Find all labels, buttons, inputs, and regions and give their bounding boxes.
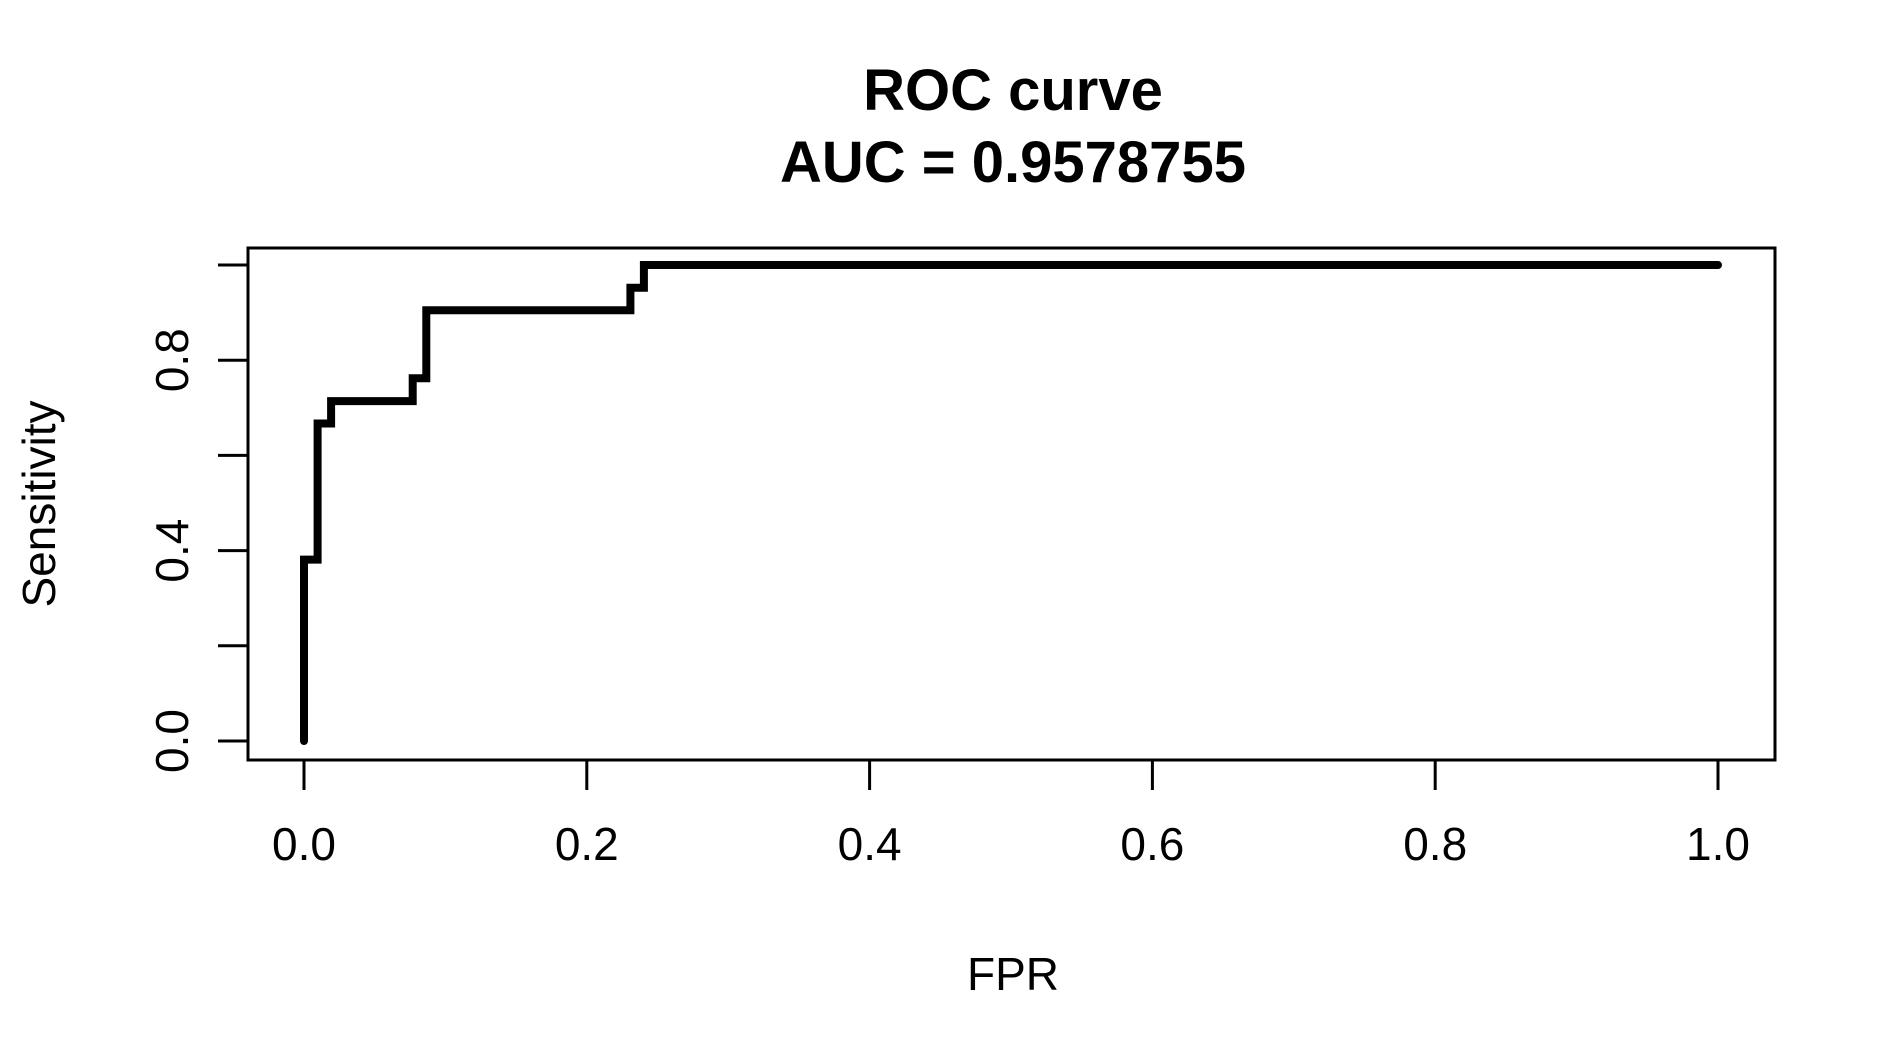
x-tick-label: 0.0 [272,818,336,870]
x-tick-label: 0.2 [555,818,619,870]
x-axis-label: FPR [967,948,1059,1000]
roc-curve-line [300,261,1722,745]
y-tick-label: 0.8 [146,328,198,392]
x-tick-label: 0.6 [1120,818,1184,870]
plot-area [300,261,1722,745]
y-tick-label: 0.4 [146,519,198,583]
x-tick-label: 0.4 [838,818,902,870]
x-axis: 0.0 0.2 0.4 0.6 0.8 1.0 [272,758,1750,870]
chart-subtitle: AUC = 0.9578755 [780,130,1246,195]
x-tick-label: 1.0 [1686,818,1750,870]
y-tick-label: 0.0 [146,709,198,773]
plot-frame [246,246,1777,762]
x-tick-label: 0.8 [1403,818,1467,870]
y-axis-label: Sensitivity [13,400,65,607]
chart-title: ROC curve [863,58,1163,123]
y-axis: 0.0 0.4 0.8 [146,263,250,773]
